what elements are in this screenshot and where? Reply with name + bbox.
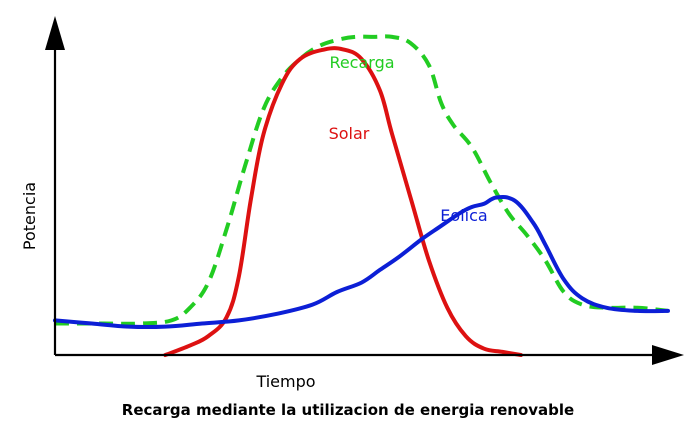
- series-line-recarga: [55, 34, 669, 326]
- chart-title: Recarga mediante la utilizacion de energ…: [122, 401, 574, 419]
- series-label-solar: Solar: [329, 124, 370, 143]
- label-layer: Recarga Solar Eolica: [329, 53, 488, 225]
- series-line-eolica: [53, 195, 670, 330]
- x-axis-arrow-icon: [652, 345, 684, 365]
- y-axis-label: Potencia: [20, 182, 39, 250]
- series-label-recarga: Recarga: [329, 53, 394, 72]
- series-label-eolica: Eolica: [440, 206, 487, 225]
- x-axis-label: Tiempo: [255, 372, 315, 391]
- series-line-solar: [163, 46, 523, 357]
- series-layer: [53, 34, 670, 357]
- y-axis-arrow-icon: [45, 16, 65, 50]
